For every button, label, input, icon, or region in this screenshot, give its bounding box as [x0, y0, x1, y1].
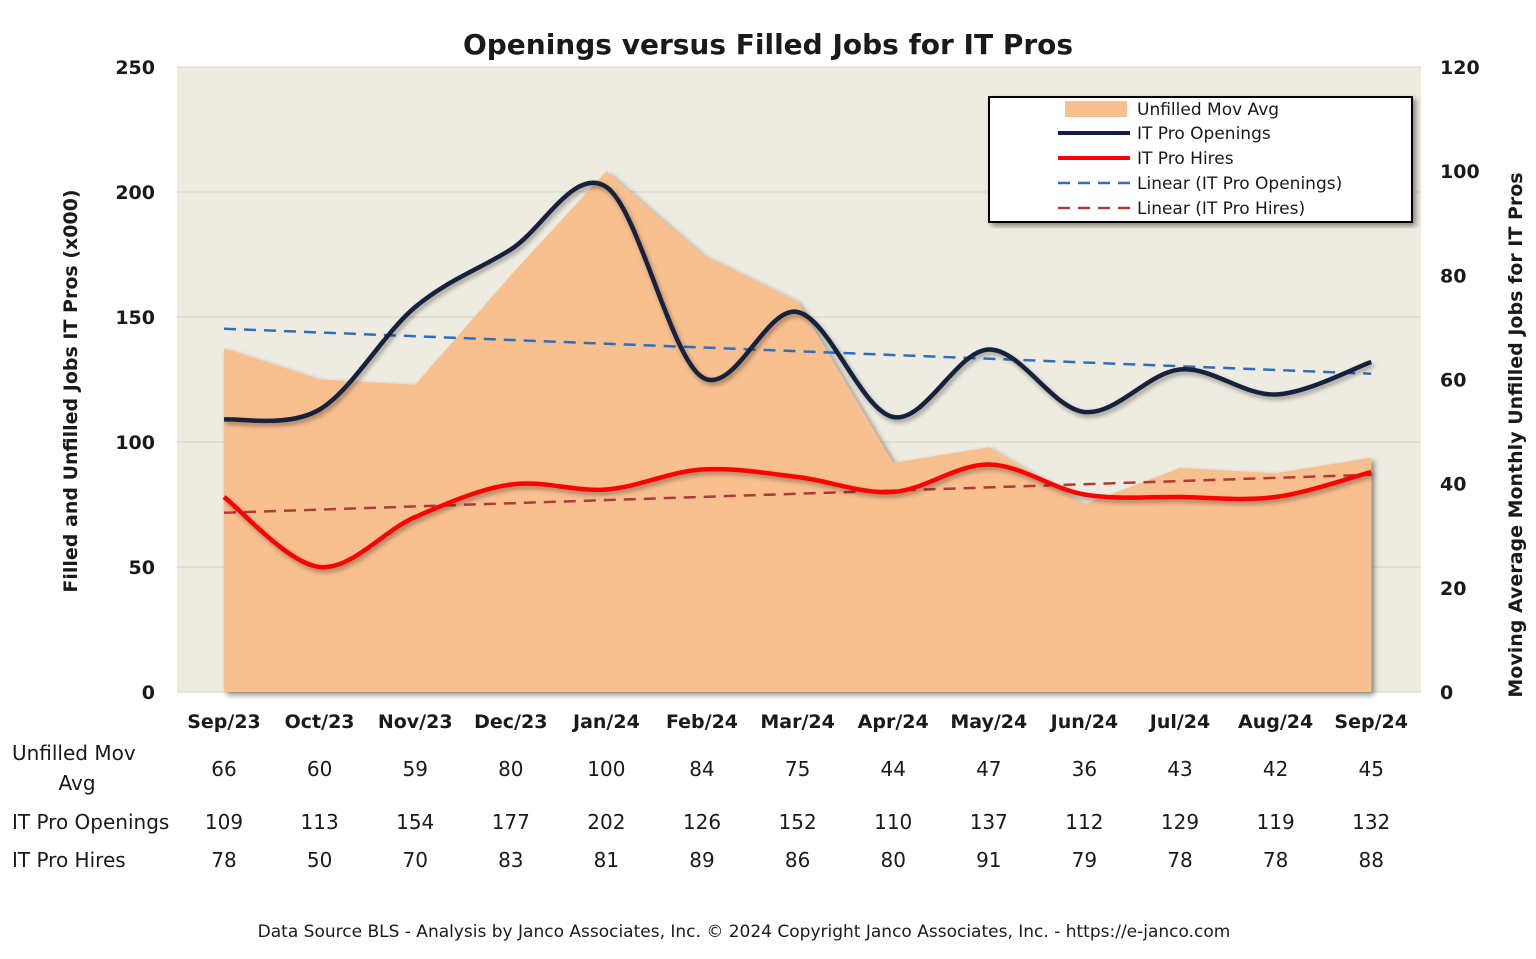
x-axis-ticks: Sep/23 Oct/23 Nov/23 Dec/23 Jan/24 Feb/24 Mar/… — [187, 711, 1408, 733]
table-cell-r2-c1: 50 — [307, 848, 332, 872]
y2-tick-label-3: 60 — [1440, 370, 1466, 392]
legend-label-hires: IT Pro Hires — [1137, 149, 1234, 169]
table-cell-r0-c7: 44 — [880, 757, 905, 781]
table-cell-r1-c5: 126 — [683, 810, 721, 834]
x-tick-label-5: Feb/24 — [666, 711, 738, 733]
table-cell-r1-c1: 113 — [301, 810, 339, 834]
table-cell-r0-c5: 84 — [689, 757, 714, 781]
y-tick-label-1: 50 — [129, 557, 155, 579]
y2-axis-ticks: 0 20 40 60 80 100 120 — [1440, 57, 1480, 704]
table-cell-r0-c8: 47 — [976, 757, 1001, 781]
chart-title: Openings versus Filled Jobs for IT Pros — [463, 28, 1073, 61]
y-tick-label-0: 0 — [142, 682, 155, 704]
x-tick-label-7: Apr/24 — [858, 711, 929, 733]
y-axis-label: Filled and Unfilled Jobs IT Pros (x000) — [60, 189, 82, 592]
trendline-hires — [223, 473, 1372, 515]
legend-label-unfilled: Unfilled Mov Avg — [1137, 100, 1279, 120]
y-tick-label-4: 200 — [115, 182, 155, 204]
table-cell-r1-c9: 112 — [1065, 810, 1103, 834]
it-pro-hires-line — [222, 462, 1372, 570]
table-cell-r0-c4: 100 — [587, 757, 625, 781]
y2-tick-label-6: 120 — [1440, 57, 1480, 79]
table-cell-r2-c6: 86 — [785, 848, 810, 872]
y-tick-label-2: 100 — [115, 432, 155, 454]
y2-tick-label-1: 20 — [1440, 578, 1466, 600]
it-pro-openings-line — [223, 180, 1372, 424]
x-tick-label-10: Jul/24 — [1148, 711, 1211, 733]
table-cell-r1-c0: 109 — [205, 810, 243, 834]
y2-tick-label-5: 100 — [1440, 161, 1480, 183]
table-cell-r0-c10: 43 — [1167, 757, 1192, 781]
table-cell-r1-c8: 137 — [970, 810, 1008, 834]
x-tick-label-6: Mar/24 — [760, 711, 834, 733]
legend-label-trend-openings: Linear (IT Pro Openings) — [1137, 174, 1342, 194]
table-cell-r2-c11: 78 — [1263, 848, 1288, 872]
y2-tick-label-2: 40 — [1440, 474, 1466, 496]
x-tick-label-2: Nov/23 — [378, 711, 453, 733]
table-cell-r2-c9: 79 — [1072, 848, 1097, 872]
table-cell-r1-c12: 132 — [1352, 810, 1390, 834]
table-cell-r0-c6: 75 — [785, 757, 810, 781]
table-cell-r1-c10: 129 — [1161, 810, 1199, 834]
table-cell-r0-c1: 60 — [307, 757, 332, 781]
unfilled-mov-avg-area — [224, 171, 1372, 692]
legend-label-trend-hires: Linear (IT Pro Hires) — [1137, 199, 1305, 219]
table-row-label-unfilled: Unfilled Mov Avg — [12, 741, 142, 795]
y2-axis-label: Moving Average Monthly Unfilled Jobs for… — [1505, 172, 1527, 697]
table-cell-r0-c0: 66 — [211, 757, 236, 781]
table-cell-r2-c5: 89 — [689, 848, 714, 872]
x-tick-label-0: Sep/23 — [187, 711, 261, 733]
y2-tick-label-0: 0 — [1440, 682, 1453, 704]
table-cell-r2-c12: 88 — [1358, 848, 1383, 872]
table-cell-r1-c3: 177 — [492, 810, 530, 834]
trendline-openings — [223, 327, 1372, 375]
table-row-label-hires: IT Pro Hires — [12, 848, 126, 872]
legend: Unfilled Mov Avg IT Pro Openings IT Pro … — [988, 96, 1413, 223]
table-cell-r1-c6: 152 — [779, 810, 817, 834]
y-tick-label-3: 150 — [115, 307, 155, 329]
table-cell-r2-c0: 78 — [211, 848, 236, 872]
table-cell-r2-c10: 78 — [1167, 848, 1192, 872]
table-row-label-openings: IT Pro Openings — [12, 810, 169, 834]
y-axis-ticks: 0 50 100 150 200 250 — [115, 57, 155, 704]
table-cell-r0-c11: 42 — [1263, 757, 1288, 781]
x-tick-label-3: Dec/23 — [474, 711, 547, 733]
table-cell-r2-c4: 81 — [594, 848, 619, 872]
legend-swatch-unfilled — [1065, 101, 1127, 117]
x-tick-label-9: Jun/24 — [1049, 711, 1119, 733]
table-cell-r0-c12: 45 — [1358, 757, 1383, 781]
x-tick-label-8: May/24 — [950, 711, 1027, 733]
x-tick-label-11: Aug/24 — [1238, 711, 1313, 733]
y-tick-label-5: 250 — [115, 57, 155, 79]
x-tick-label-1: Oct/23 — [285, 711, 355, 733]
legend-label-openings: IT Pro Openings — [1137, 124, 1271, 144]
x-tick-label-4: Jan/24 — [571, 711, 640, 733]
table-cells: 66 60 59 80 100 84 75 44 47 36 43 42 45 109 113 154 177 2… — [205, 757, 1390, 872]
table-cell-r0-c9: 36 — [1072, 757, 1097, 781]
table-cell-r2-c2: 70 — [402, 848, 427, 872]
x-tick-label-12: Sep/24 — [1334, 711, 1408, 733]
y2-tick-label-4: 80 — [1440, 265, 1466, 287]
table-cell-r0-c2: 59 — [402, 757, 427, 781]
table-cell-r2-c8: 91 — [976, 848, 1001, 872]
footer-source: Data Source BLS - Analysis by Janco Asso… — [258, 922, 1231, 942]
table-cell-r0-c3: 80 — [498, 757, 523, 781]
table-cell-r1-c4: 202 — [587, 810, 625, 834]
table-cell-r1-c11: 119 — [1257, 810, 1295, 834]
table-cell-r1-c2: 154 — [396, 810, 434, 834]
table-cell-r2-c3: 83 — [498, 848, 523, 872]
data-table: Unfilled Mov Avg IT Pro Openings IT Pro … — [12, 741, 1390, 872]
table-cell-r2-c7: 80 — [880, 848, 905, 872]
table-cell-r1-c7: 110 — [874, 810, 912, 834]
